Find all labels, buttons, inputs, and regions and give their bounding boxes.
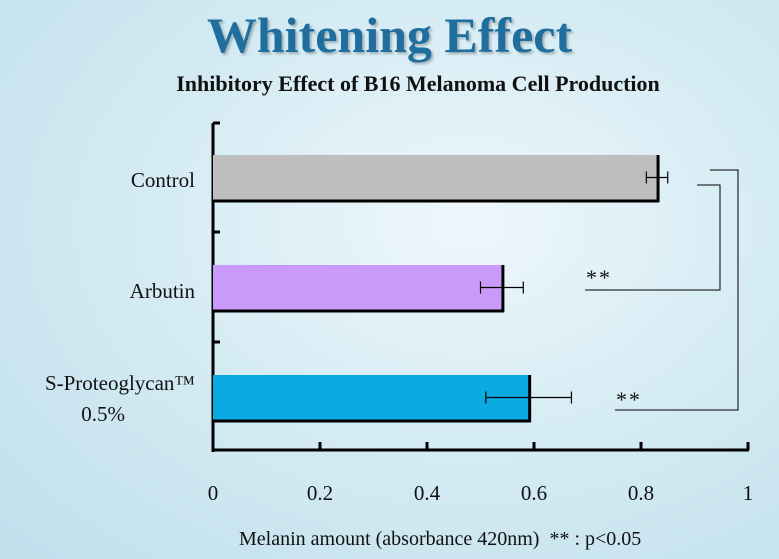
significance-bracket-arbutin (585, 184, 721, 291)
category-label-arbutin: Arbutin (129, 279, 195, 303)
x-tick-label: 0.8 (627, 481, 655, 505)
category-label-control: Control (130, 168, 195, 192)
chart-title: Whitening Effect (206, 7, 573, 63)
bar (213, 155, 658, 200)
bar (213, 265, 502, 310)
category-label-s-proteoglycan: S-Proteoglycan™ (44, 371, 195, 395)
chart-subtitle: Inhibitory Effect of B16 Melanoma Cell P… (176, 71, 660, 96)
significance-note: ** : p<0.05 (549, 528, 642, 550)
x-tick-label: 1 (742, 481, 754, 505)
x-axis-label: Melanin amount (absorbance 420nm) ** : p… (239, 528, 641, 551)
x-tick-label: 0.6 (520, 481, 548, 505)
significance-mark-arbutin: ** (586, 265, 612, 290)
x-axis-title: Melanin amount (absorbance 420nm) (239, 528, 540, 550)
category-label-s-proteoglycan-concentration: 0.5% (81, 402, 125, 426)
bar (213, 375, 529, 420)
x-tick-label: 0 (207, 481, 219, 505)
significance-bracket-s-proteoglycan (615, 169, 739, 411)
significance-mark-s-proteoglycan: ** (616, 387, 642, 412)
x-tick-label: 0.2 (306, 481, 334, 505)
x-tick-label: 0.4 (413, 481, 441, 505)
